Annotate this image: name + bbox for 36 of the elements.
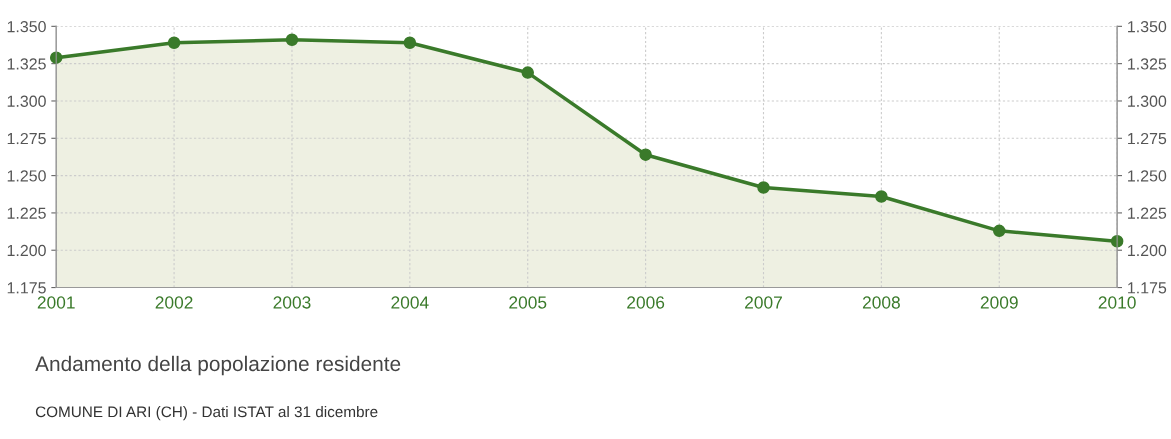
- x-tick-label: 2008: [862, 296, 900, 309]
- y2-tick-label: 1.225: [1128, 207, 1167, 219]
- text: COMUNE DI ARI (CH) - Dati ISTAT al 31 dicembre: [35, 405, 378, 421]
- point: [875, 190, 888, 203]
- y-tick-label: 1.250: [7, 170, 46, 182]
- point: [993, 224, 1006, 238]
- y2-tick-label: 1.275: [1128, 132, 1167, 145]
- y-tick-label: 1.300: [7, 95, 46, 107]
- x-tick-label: 2006: [627, 296, 665, 309]
- text: Andamento della popolazione residente: [35, 355, 401, 376]
- y2-tick-label: 1.325: [1128, 58, 1167, 70]
- x-tick-label: 2001: [37, 296, 75, 309]
- x-tick-label: 2009: [980, 296, 1018, 309]
- y-tick-label: 1.225: [7, 207, 46, 219]
- y-tick-label: 1.175: [7, 282, 46, 294]
- point: [521, 66, 534, 79]
- x-tick-label: 2007: [745, 296, 782, 309]
- y-tick-label: 1.350: [7, 20, 46, 33]
- x-tick-label: 2003: [273, 296, 311, 309]
- x-tick-label: 2002: [155, 296, 193, 309]
- point: [403, 36, 417, 50]
- y-tick-label: 1.200: [7, 244, 46, 257]
- point: [167, 36, 181, 50]
- x-tick-label: 2005: [509, 296, 547, 309]
- y2-tick-label: 1.300: [1128, 95, 1167, 107]
- y2-tick-label: 1.200: [1128, 244, 1167, 257]
- y-tick-label: 1.325: [7, 58, 46, 70]
- point: [285, 33, 299, 47]
- y-tick-label: 1.275: [7, 132, 46, 145]
- point: [639, 148, 652, 161]
- x-tick-label: 2004: [391, 296, 429, 309]
- point: [757, 181, 770, 194]
- y2-tick-label: 1.175: [1128, 282, 1167, 294]
- y2-tick-label: 1.350: [1128, 20, 1167, 33]
- x-tick-label: 2010: [1098, 296, 1136, 309]
- y2-tick-label: 1.250: [1128, 170, 1167, 182]
